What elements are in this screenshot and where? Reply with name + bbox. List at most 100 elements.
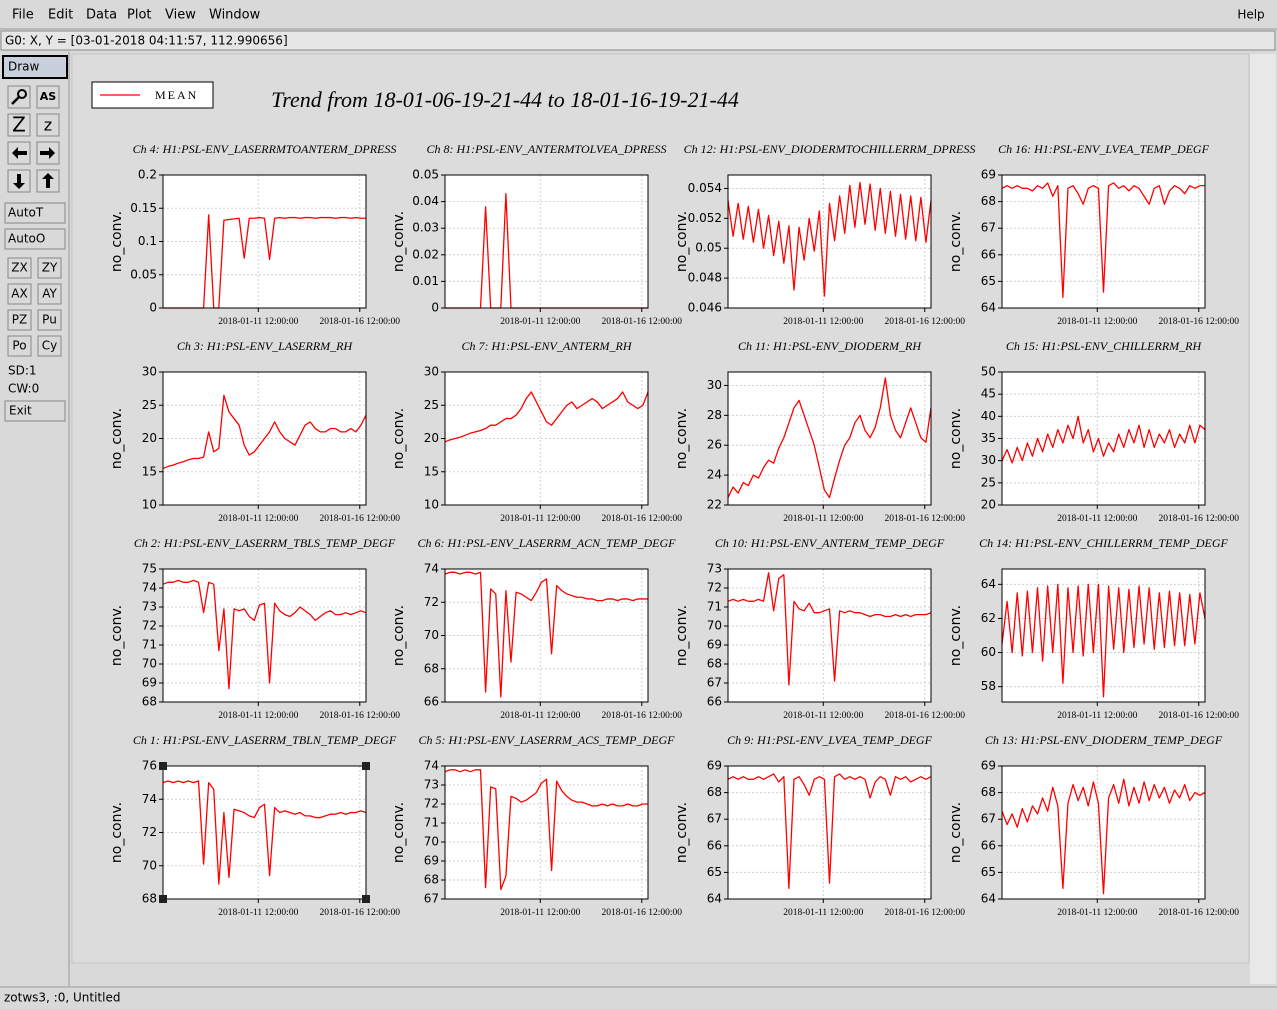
- x-tick-label: 2018-01-11 12:00:00: [783, 317, 863, 327]
- chart-title: Ch 5: H1:PSL-ENV_LASERRM_ACS_TEMP_DEGF: [419, 733, 676, 747]
- chart-title: Ch 16: H1:PSL-ENV_LVEA_TEMP_DEGF: [998, 142, 1210, 156]
- y-tick-label: 70: [142, 657, 157, 671]
- y-tick-label: 75: [142, 562, 157, 576]
- menu-item[interactable]: File: [12, 8, 34, 23]
- cw-label: CW:0: [8, 382, 39, 396]
- plot-frame: [444, 174, 649, 309]
- y-tick-label: 65: [981, 274, 996, 288]
- exit-button[interactable]: [4, 400, 66, 422]
- y-tick-label: 30: [981, 453, 996, 467]
- y-axis-label: no_conv.: [948, 802, 964, 863]
- legend-box: [91, 81, 214, 109]
- plot-frame: [727, 568, 932, 703]
- x-tick-label: 2018-01-16 12:00:00: [320, 908, 401, 918]
- y-tick-label: 30: [142, 365, 157, 379]
- y-tick-label: 70: [424, 835, 439, 849]
- chart-title: Ch 13: H1:PSL-ENV_DIODERM_TEMP_DEGF: [985, 733, 1223, 747]
- x-tick-label: 2018-01-16 12:00:00: [602, 908, 683, 918]
- y-tick-label: 0: [149, 301, 157, 315]
- y-tick-label: 73: [142, 600, 157, 614]
- footer-text: zotws3, :0, Untitled: [4, 991, 120, 1005]
- x-tick-label: 2018-01-16 12:00:00: [885, 711, 966, 721]
- x-tick-label: 2018-01-16 12:00:00: [885, 514, 966, 524]
- toolbar-button-label: ZX: [11, 261, 27, 275]
- toolbar-button[interactable]: [4, 202, 66, 224]
- plot-frame: [162, 371, 367, 506]
- zoom-in-button[interactable]: [7, 113, 31, 137]
- x-tick-label: 2018-01-16 12:00:00: [320, 317, 401, 327]
- y-tick-label: 68: [424, 873, 439, 887]
- data-line: [727, 377, 932, 499]
- x-tick-label: 2018-01-11 12:00:00: [218, 317, 298, 327]
- icon-buttons[interactable]: [7, 85, 60, 193]
- toolbar-button[interactable]: [37, 335, 62, 357]
- y-tick-label: 73: [424, 778, 439, 792]
- toolbar-button[interactable]: [37, 283, 62, 305]
- toolbar-button[interactable]: [7, 309, 32, 331]
- y-tick-label: 65: [981, 865, 996, 879]
- x-tick-label: 2018-01-11 12:00:00: [500, 711, 580, 721]
- draw-button[interactable]: [2, 55, 68, 79]
- toolbar-button-label: AX: [11, 287, 27, 301]
- y-axis-label: no_conv.: [391, 408, 407, 469]
- data-line: [444, 391, 649, 443]
- y-tick-label: 25: [981, 475, 996, 489]
- y-axis-label: no_conv.: [674, 605, 690, 666]
- y-axis-label: no_conv.: [948, 605, 964, 666]
- plot-frame: [444, 765, 649, 900]
- toolbar-button[interactable]: [7, 257, 32, 279]
- y-axis-label: no_conv.: [674, 408, 690, 469]
- menu-item[interactable]: Plot: [127, 8, 152, 23]
- y-tick-label: 71: [707, 600, 722, 614]
- right-margin: [1250, 54, 1276, 984]
- x-tick-label: 2018-01-16 12:00:00: [1159, 317, 1240, 327]
- menu-item[interactable]: Edit: [48, 8, 73, 23]
- plot-frame: [1001, 174, 1206, 309]
- y-tick-label: 15: [424, 464, 439, 478]
- y-tick-label: 68: [142, 695, 157, 709]
- toolbar-button[interactable]: [37, 309, 62, 331]
- y-tick-label: 0: [431, 301, 439, 315]
- plot-frame: [162, 174, 367, 309]
- x-tick-label: 2018-01-16 12:00:00: [885, 317, 966, 327]
- y-tick-label: 74: [424, 759, 439, 773]
- y-tick-label: 28: [707, 408, 722, 422]
- zoom-out-icon: z: [44, 116, 52, 135]
- chart-title: Ch 14: H1:PSL-ENV_CHILLERRM_TEMP_DEGF: [979, 536, 1228, 550]
- down-arrow: [13, 174, 25, 189]
- plot-frame: [727, 765, 932, 900]
- y-tick-label: 45: [981, 387, 996, 401]
- y-tick-label: 72: [424, 595, 439, 609]
- y-tick-label: 67: [981, 812, 996, 826]
- x-tick-label: 2018-01-16 12:00:00: [602, 514, 683, 524]
- y-tick-label: 15: [142, 464, 157, 478]
- toolbar-button[interactable]: [4, 228, 66, 250]
- autoscale-button[interactable]: [36, 85, 60, 109]
- menu-item[interactable]: Data: [86, 8, 117, 23]
- data-line: [1001, 583, 1206, 698]
- chart-title: Ch 9: H1:PSL-ENV_LVEA_TEMP_DEGF: [727, 733, 933, 747]
- y-tick-label: 71: [142, 638, 157, 652]
- chart-title: Ch 4: H1:PSL-ENV_LASERRMTOANTERM_DPRESS: [133, 142, 397, 156]
- up-arrow: [42, 173, 54, 188]
- menu-item[interactable]: Window: [209, 8, 261, 23]
- chart-title: Ch 12: H1:PSL-ENV_DIODERMTOCHILLERRM_DPR…: [684, 142, 976, 156]
- y-tick-label: 64: [981, 577, 996, 591]
- y-axis-label: no_conv.: [109, 211, 125, 272]
- plot-frame: [1001, 568, 1206, 703]
- y-tick-label: 40: [981, 409, 996, 423]
- y-tick-label: 66: [424, 695, 439, 709]
- toolbar-button[interactable]: [7, 335, 32, 357]
- zoom-out-button[interactable]: [36, 113, 60, 137]
- menu-item[interactable]: View: [165, 8, 196, 23]
- y-tick-label: 0.052: [688, 211, 722, 225]
- y-tick-label: 30: [707, 378, 722, 392]
- help-menu[interactable]: Help: [1237, 8, 1264, 22]
- y-tick-label: 71: [424, 816, 439, 830]
- y-tick-label: 10: [142, 498, 157, 512]
- toolbar-button[interactable]: [7, 283, 32, 305]
- y-tick-label: 0.03: [412, 221, 439, 235]
- toolbar-button[interactable]: [37, 257, 62, 279]
- y-tick-label: 74: [142, 792, 157, 806]
